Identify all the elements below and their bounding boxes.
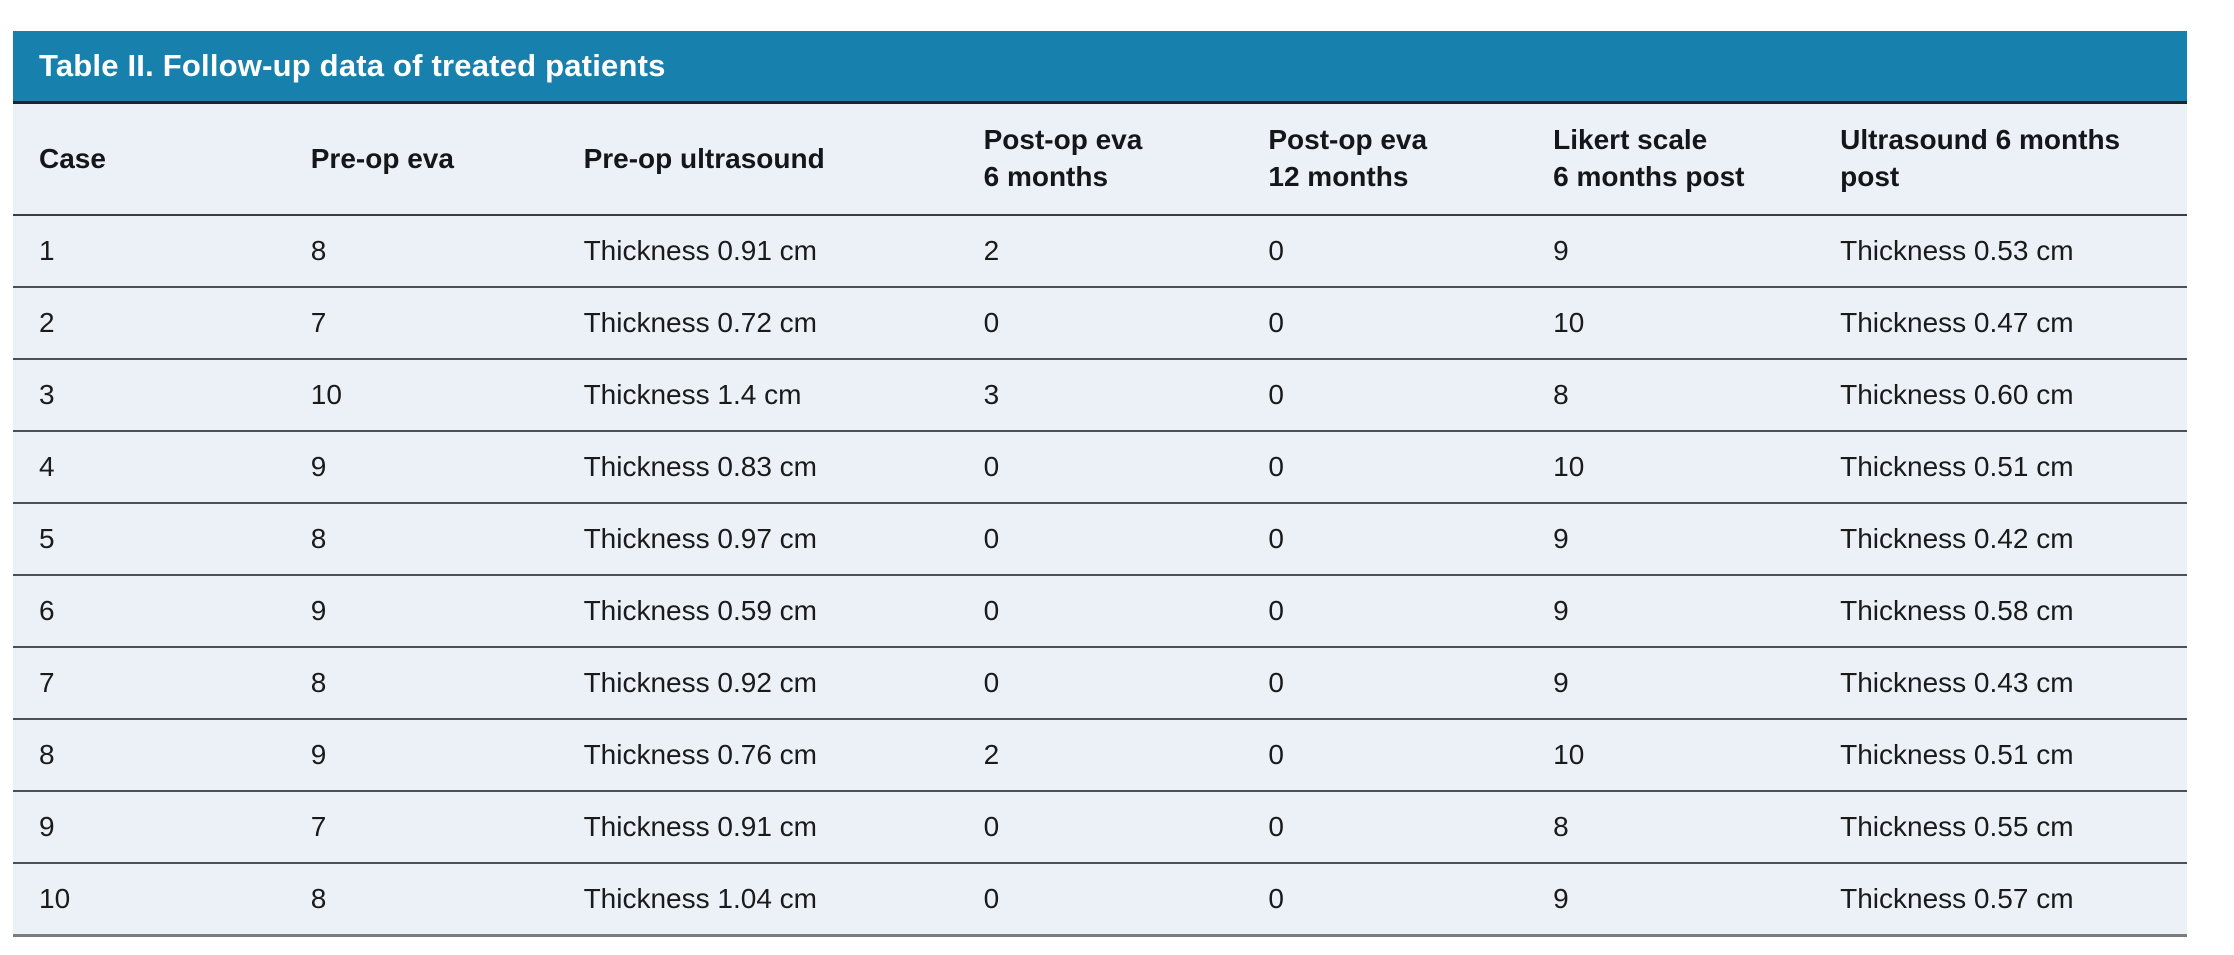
cell-preop-ultrasound: Thickness 0.83 cm <box>583 451 817 482</box>
cell-preop-ultrasound: Thickness 0.72 cm <box>583 307 817 338</box>
cell-case: 2 <box>39 307 55 338</box>
table-row: 1 8 Thickness 0.91 cm 2 0 9 Thickness 0.53 cm <box>13 216 2187 288</box>
cell-ultrasound-6-months-post: Thickness 0.55 cm <box>1840 811 2074 842</box>
cell-postop-eva-6-months: 2 <box>983 235 1000 266</box>
cell-postop-eva-6-months: 2 <box>983 739 1000 770</box>
cell-ultrasound-6-months-post: Thickness 0.47 cm <box>1840 307 2074 338</box>
column-header-preop-ultrasound: Pre-op ultrasound <box>583 142 825 174</box>
cell-likert-scale-6-months-post: 9 <box>1553 235 1569 266</box>
cell-postop-eva-12-months: 0 <box>1268 667 1284 698</box>
cell-preop-eva: 7 <box>310 811 327 842</box>
column-header-likert-scale-6-months-post: Likert scale 6 months post <box>1553 124 1745 192</box>
table-header-row: Case Pre-op eva Pre-op ultrasound Post-op e… <box>13 104 2187 216</box>
cell-case: 9 <box>39 811 55 842</box>
column-header-case: Case <box>39 142 106 174</box>
cell-postop-eva-12-months: 0 <box>1268 235 1284 266</box>
cell-likert-scale-6-months-post: 10 <box>1553 739 1585 770</box>
cell-postop-eva-12-months: 0 <box>1268 811 1284 842</box>
cell-preop-ultrasound: Thickness 0.59 cm <box>583 595 817 626</box>
cell-ultrasound-6-months-post: Thickness 0.58 cm <box>1840 595 2074 626</box>
cell-ultrasound-6-months-post: Thickness 0.42 cm <box>1840 523 2074 554</box>
cell-postop-eva-12-months: 0 <box>1268 595 1284 626</box>
cell-ultrasound-6-months-post: Thickness 0.51 cm <box>1840 739 2074 770</box>
cell-preop-ultrasound: Thickness 0.92 cm <box>583 667 817 698</box>
cell-postop-eva-12-months: 0 <box>1268 451 1284 482</box>
cell-postop-eva-12-months: 0 <box>1268 379 1284 410</box>
cell-case: 5 <box>39 523 55 554</box>
cell-postop-eva-6-months: 0 <box>983 883 1000 914</box>
cell-postop-eva-12-months: 0 <box>1268 883 1284 914</box>
cell-preop-eva: 9 <box>310 451 327 482</box>
table-row: 8 9 Thickness 0.76 cm 2 0 10 Thickness 0.51 cm <box>13 720 2187 792</box>
cell-postop-eva-6-months: 0 <box>983 667 1000 698</box>
cell-ultrasound-6-months-post: Thickness 0.60 cm <box>1840 379 2074 410</box>
cell-postop-eva-12-months: 0 <box>1268 739 1284 770</box>
cell-likert-scale-6-months-post: 10 <box>1553 307 1585 338</box>
cell-postop-eva-6-months: 0 <box>983 307 1000 338</box>
cell-preop-eva: 7 <box>310 307 327 338</box>
table-title-bar: Table II. Follow-up data of treated pati… <box>13 31 2187 104</box>
table-row: 3 10 Thickness 1.4 cm 3 0 8 Thickness 0.60 cm <box>13 360 2187 432</box>
cell-postop-eva-6-months: 0 <box>983 451 1000 482</box>
cell-preop-ultrasound: Thickness 1.04 cm <box>583 883 817 914</box>
cell-postop-eva-6-months: 0 <box>983 523 1000 554</box>
cell-postop-eva-6-months: 0 <box>983 595 1000 626</box>
cell-likert-scale-6-months-post: 9 <box>1553 667 1569 698</box>
cell-preop-eva: 8 <box>310 523 327 554</box>
cell-case: 1 <box>39 235 55 266</box>
cell-case: 4 <box>39 451 55 482</box>
cell-ultrasound-6-months-post: Thickness 0.53 cm <box>1840 235 2074 266</box>
cell-preop-ultrasound: Thickness 0.97 cm <box>583 523 817 554</box>
cell-case: 7 <box>39 667 55 698</box>
table-row: 7 8 Thickness 0.92 cm 0 0 9 Thickness 0.43 cm <box>13 648 2187 720</box>
cell-preop-eva: 9 <box>310 739 327 770</box>
cell-preop-eva: 8 <box>310 883 327 914</box>
cell-likert-scale-6-months-post: 8 <box>1553 379 1569 410</box>
cell-preop-ultrasound: Thickness 0.91 cm <box>583 235 817 266</box>
column-header-ultrasound-6-months-post: Ultrasound 6 months post <box>1840 124 2121 192</box>
cell-preop-eva: 8 <box>310 235 327 266</box>
cell-preop-ultrasound: Thickness 0.91 cm <box>583 811 817 842</box>
followup-data-table: Table II. Follow-up data of treated pati… <box>13 31 2187 937</box>
cell-likert-scale-6-months-post: 9 <box>1553 883 1569 914</box>
cell-preop-eva: 10 <box>310 379 342 410</box>
cell-postop-eva-6-months: 0 <box>983 811 1000 842</box>
column-header-postop-eva-12-months: Post-op eva 12 months <box>1268 124 1428 192</box>
cell-likert-scale-6-months-post: 10 <box>1553 451 1585 482</box>
cell-preop-eva: 8 <box>310 667 327 698</box>
cell-postop-eva-6-months: 3 <box>983 379 1000 410</box>
cell-preop-ultrasound: Thickness 0.76 cm <box>583 739 817 770</box>
cell-postop-eva-12-months: 0 <box>1268 307 1284 338</box>
cell-case: 3 <box>39 379 55 410</box>
table-row: 2 7 Thickness 0.72 cm 0 0 10 Thickness 0.47 cm <box>13 288 2187 360</box>
cell-ultrasound-6-months-post: Thickness 0.51 cm <box>1840 451 2074 482</box>
cell-likert-scale-6-months-post: 9 <box>1553 523 1569 554</box>
column-header-postop-eva-6-months: Post-op eva 6 months <box>983 124 1143 192</box>
table-title: Table II. Follow-up data of treated pati… <box>39 48 666 83</box>
table-body: 1 8 Thickness 0.91 cm 2 0 9 Thickness 0.53 cm 2… <box>13 216 2187 937</box>
column-header-preop-eva: Pre-op eva <box>310 142 454 174</box>
table-row: 10 8 Thickness 1.04 cm 0 0 9 Thickness 0.57 cm <box>13 864 2187 934</box>
cell-ultrasound-6-months-post: Thickness 0.57 cm <box>1840 883 2074 914</box>
cell-preop-ultrasound: Thickness 1.4 cm <box>583 379 802 410</box>
table-row: 4 9 Thickness 0.83 cm 0 0 10 Thickness 0.51 cm <box>13 432 2187 504</box>
cell-case: 6 <box>39 595 55 626</box>
cell-likert-scale-6-months-post: 8 <box>1553 811 1569 842</box>
cell-likert-scale-6-months-post: 9 <box>1553 595 1569 626</box>
cell-case: 8 <box>39 739 55 770</box>
table-row: 5 8 Thickness 0.97 cm 0 0 9 Thickness 0.42 cm <box>13 504 2187 576</box>
table-row: 6 9 Thickness 0.59 cm 0 0 9 Thickness 0.58 cm <box>13 576 2187 648</box>
cell-preop-eva: 9 <box>310 595 327 626</box>
cell-ultrasound-6-months-post: Thickness 0.43 cm <box>1840 667 2074 698</box>
cell-case: 10 <box>39 883 71 914</box>
table-row: 9 7 Thickness 0.91 cm 0 0 8 Thickness 0.55 cm <box>13 792 2187 864</box>
cell-postop-eva-12-months: 0 <box>1268 523 1284 554</box>
